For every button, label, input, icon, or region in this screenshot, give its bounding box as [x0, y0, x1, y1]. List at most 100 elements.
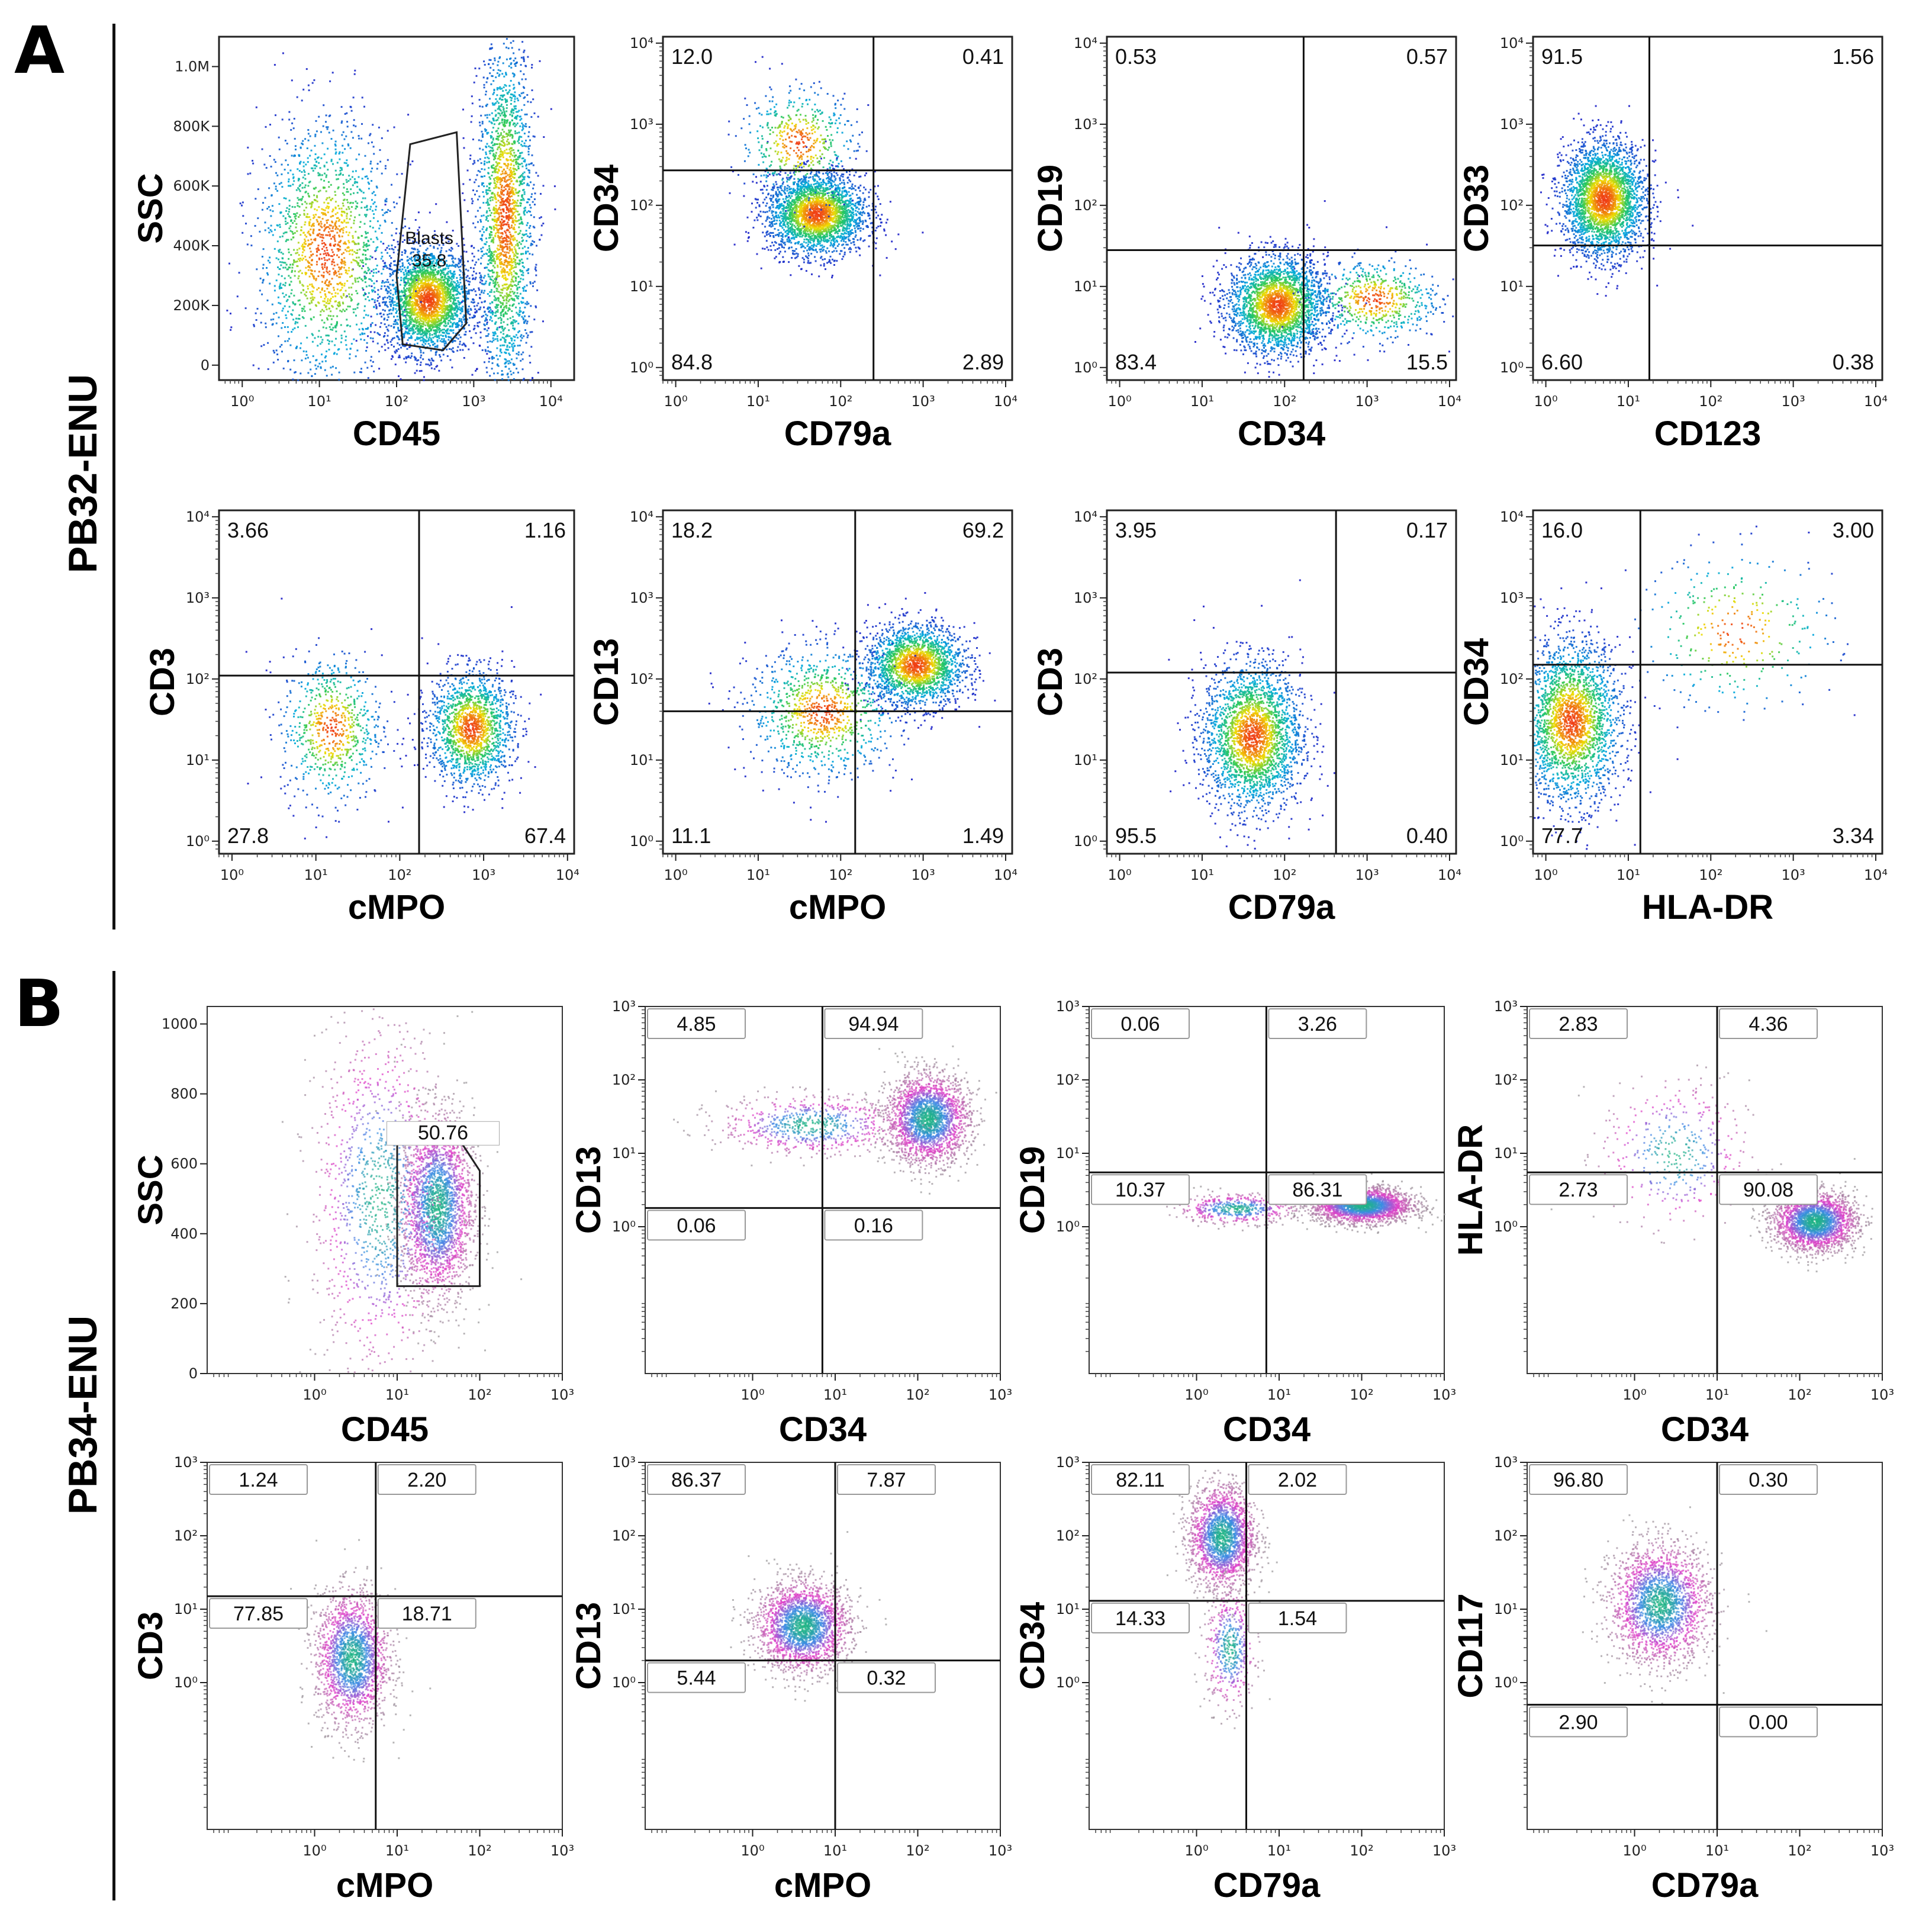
- quadrant-ul-value: 12.0: [671, 44, 713, 69]
- y-axis-label: CD19: [1031, 165, 1070, 252]
- y-tick-label: 10¹: [174, 1601, 198, 1617]
- x-tick-label: 10³: [1782, 393, 1805, 410]
- quadrant-ur-value: 2.02: [1278, 1469, 1317, 1491]
- quadrant-ll-value: 95.5: [1115, 824, 1157, 848]
- y-tick-label: 10⁰: [630, 833, 653, 850]
- x-tick-label: 10²: [829, 393, 852, 410]
- y-tick-label: 10⁰: [186, 833, 210, 850]
- gate-value: 50.76: [418, 1121, 468, 1144]
- y-tick-label: 10⁴: [630, 35, 653, 52]
- quadrant-lr-value: 67.4: [524, 824, 566, 848]
- plot-frame: [218, 509, 575, 855]
- y-tick-label: 10⁴: [630, 509, 653, 525]
- quadrant-ur-value: 4.36: [1749, 1013, 1788, 1035]
- quadrant-ul-value: 1.24: [239, 1469, 278, 1491]
- y-tick-label: 10¹: [612, 1601, 636, 1617]
- x-axis-label: CD45: [353, 417, 440, 451]
- panel-a-divider: [112, 24, 115, 930]
- axis-ticks: 10⁰ 10¹ 10² 10³ 10⁴ 10⁰ 10¹ 10² 10³ 10⁴: [1074, 509, 1461, 883]
- y-tick-label: 800: [170, 1086, 198, 1102]
- axis-ticks: 10⁰ 10¹ 10² 10³ 10⁴ 0 200K 400K 600K 800K 1.0M: [173, 58, 562, 410]
- quadrant-ul-value: 0.06: [1120, 1013, 1160, 1035]
- quadrant-lr-box: [377, 1598, 476, 1629]
- y-tick-label: 10⁰: [1074, 833, 1097, 850]
- events: [1165, 1465, 1278, 1729]
- axis-ticks: 10⁰ 10¹ 10² 10³ 10⁰ 10¹ 10² 10³: [1494, 998, 1894, 1403]
- quadrant-ul-value: 0.53: [1115, 44, 1157, 69]
- x-tick-label: 10¹: [1190, 867, 1214, 883]
- x-tick-label: 10⁴: [1864, 393, 1888, 410]
- x-axis-label: cMPO: [336, 1868, 433, 1903]
- quadrant-lr-value: 0.38: [1833, 350, 1874, 374]
- y-tick-label: 10³: [186, 590, 210, 606]
- y-axis-label: CD3: [131, 1612, 170, 1680]
- x-tick-label: 10¹: [1617, 867, 1640, 883]
- x-tick-label: 10⁰: [1534, 393, 1557, 410]
- plot-b2: 4.85 94.94 0.06 0.16 10⁰ 10¹ 10² 10³ 10⁰ 10¹ 10² 10…: [612, 998, 1012, 1403]
- plot-frame: [1527, 1462, 1883, 1830]
- quadrant-ll-box: [1091, 1174, 1190, 1205]
- x-tick-label: 10⁴: [1438, 393, 1461, 410]
- quadrant-ul-value: 18.2: [671, 518, 713, 542]
- y-tick-label: 10⁰: [1494, 1218, 1518, 1235]
- axis-ticks: 10⁰ 10¹ 10² 10³ 10⁴ 10⁰ 10¹ 10² 10³ 10⁴: [630, 509, 1017, 883]
- plot-a2: 12.0 0.41 84.8 2.89 10⁰ 10¹ 10² 10³ 10⁴ 10⁰ 10¹ 10²…: [630, 35, 1017, 410]
- y-tick-label: 10¹: [630, 752, 653, 768]
- y-tick-label: 10⁰: [1500, 833, 1524, 850]
- x-tick-label: 10⁴: [1864, 867, 1888, 883]
- quadrant-ul-box: [209, 1464, 308, 1495]
- y-axis-label: CD34: [1457, 638, 1496, 726]
- quadrant-ur-box: [1718, 1464, 1818, 1495]
- y-tick-label: 10²: [630, 671, 653, 687]
- scatter-svg-a5: 3.66 1.16 27.8 67.4 10⁰ 10¹ 10² 10³ 10⁴ 10⁰ 10¹ 10²…: [186, 509, 579, 883]
- y-tick-label: 10⁴: [1074, 509, 1097, 525]
- y-tick-label: 10⁴: [1500, 35, 1524, 52]
- x-tick-label: 10¹: [385, 1842, 409, 1859]
- axis-ticks: 10⁰ 10¹ 10² 10³ 10⁰ 10¹ 10² 10³: [1056, 998, 1456, 1403]
- y-tick-label: 10⁰: [174, 1674, 198, 1691]
- y-tick-label: 10²: [1494, 1527, 1518, 1544]
- y-tick-label: 10²: [1494, 1072, 1518, 1088]
- quadrant-ll-value: 0.06: [677, 1214, 716, 1237]
- quadrant-lr-box: [1718, 1174, 1818, 1205]
- plot-b5: 1.24 2.20 77.85 18.71 10⁰ 10¹ 10² 10³ 10⁰ 10¹ 10² 1…: [174, 1454, 574, 1859]
- x-tick-label: 10³: [550, 1842, 574, 1859]
- x-tick-label: 10⁰: [1184, 1842, 1208, 1859]
- quadrant-ur-value: 0.30: [1749, 1469, 1788, 1491]
- x-tick-label: 10⁰: [1107, 393, 1131, 410]
- x-tick-label: 10²: [388, 867, 411, 883]
- y-tick-label: 10²: [612, 1527, 636, 1544]
- x-axis-label: cMPO: [348, 890, 445, 925]
- quadrant-lr-value: 2.89: [962, 350, 1004, 374]
- y-tick-label: 800K: [173, 118, 210, 134]
- x-tick-label: 10⁰: [1184, 1387, 1208, 1403]
- y-tick-label: 10⁰: [1500, 359, 1524, 376]
- quadrant-lr-value: 0.40: [1406, 824, 1448, 848]
- plot-frame: [218, 36, 575, 381]
- x-tick-label: 10⁰: [1534, 867, 1557, 883]
- x-tick-label: 10³: [1355, 393, 1379, 410]
- events: [673, 1045, 997, 1195]
- x-tick-label: 10¹: [1267, 1387, 1291, 1403]
- quadrant-ll-box: [1529, 1706, 1628, 1738]
- quadrant-ll-box: [647, 1210, 746, 1241]
- y-tick-label: 0: [189, 1365, 198, 1382]
- x-tick-label: 10⁰: [1622, 1387, 1646, 1403]
- x-tick-label: 10²: [1788, 1842, 1811, 1859]
- quadrant-lr-value: 18.71: [402, 1603, 452, 1625]
- scatter-svg-a7: 3.95 0.17 95.5 0.40 10⁰ 10¹ 10² 10³ 10⁴ 10⁰ 10¹ 10²…: [1074, 509, 1461, 883]
- x-axis-label: HLA-DR: [1642, 890, 1773, 925]
- x-tick-label: 10²: [1699, 867, 1722, 883]
- events: [245, 597, 542, 840]
- x-tick-label: 10³: [472, 867, 495, 883]
- y-tick-label: 10⁰: [1056, 1218, 1080, 1235]
- x-tick-label: 10²: [1273, 867, 1296, 883]
- quadrant-ll-value: 77.7: [1541, 824, 1583, 848]
- events: [1194, 200, 1454, 378]
- quadrant-ur-box: [836, 1464, 936, 1495]
- x-tick-label: 10¹: [1705, 1842, 1729, 1859]
- x-tick-label: 10¹: [385, 1387, 409, 1403]
- x-tick-label: 10³: [1782, 867, 1805, 883]
